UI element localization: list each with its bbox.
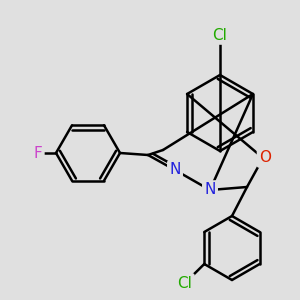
Text: Cl: Cl [213,28,227,43]
Text: O: O [259,151,271,166]
Text: F: F [34,146,42,160]
Text: N: N [169,163,181,178]
Text: N: N [204,182,216,197]
Text: Cl: Cl [178,275,192,290]
